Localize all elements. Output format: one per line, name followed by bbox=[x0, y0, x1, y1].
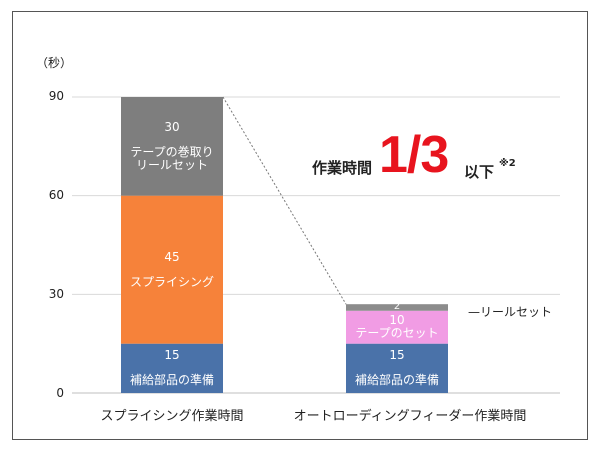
segment-value: 30 bbox=[164, 119, 180, 134]
y-tick-label-60: 60 bbox=[48, 188, 64, 202]
headline-note: ※2 bbox=[499, 158, 516, 169]
y-tick-label-0: 0 bbox=[56, 386, 64, 400]
callout-text: リールセット bbox=[480, 305, 553, 319]
segment-value: 15 bbox=[389, 348, 405, 363]
y-tick-label-30: 30 bbox=[48, 287, 64, 301]
bar-segment-1-2 bbox=[346, 304, 448, 311]
segment-name: スプライシング bbox=[129, 274, 214, 289]
headline-emphasis: 1/3 bbox=[379, 126, 449, 184]
segment-value: 45 bbox=[164, 249, 180, 264]
segment-name: リールセット bbox=[135, 157, 208, 172]
segment-label-1-2: 2 bbox=[346, 302, 448, 312]
segment-label-0-1: 45 スプライシング bbox=[121, 249, 223, 289]
callout-label-reel-set: —リールセット bbox=[468, 303, 552, 320]
bar-segment-0-1 bbox=[121, 195, 223, 344]
headline-prefix: 作業時間 bbox=[312, 159, 373, 177]
y-tick-label-90: 90 bbox=[48, 89, 64, 103]
chart-frame bbox=[12, 11, 588, 440]
segment-label-1-1: 10 テープのセット bbox=[346, 314, 448, 340]
segment-name: 補給部品の準備 bbox=[354, 373, 439, 388]
segment-label-0-0: 15 補給部品の準備 bbox=[121, 349, 223, 387]
bar-segment-0-0 bbox=[121, 343, 223, 393]
x-category-label-auto-loading: オートローディングフィーダー作業時間 bbox=[293, 409, 527, 424]
segment-name: テープの巻取り bbox=[130, 144, 214, 159]
segment-value: 2 bbox=[393, 301, 401, 313]
y-axis-unit-label: （秒） bbox=[36, 56, 73, 70]
bar-segment-1-0 bbox=[346, 343, 448, 393]
bar-segment-1-1 bbox=[346, 310, 448, 344]
callout-dash: — bbox=[468, 305, 480, 319]
reduction-connector-line bbox=[222, 96, 347, 305]
segment-value: 15 bbox=[164, 348, 180, 363]
segment-label-0-2: 30 テープの巻取り リールセット bbox=[121, 119, 223, 172]
x-category-label-splicing: スプライシング作業時間 bbox=[100, 409, 244, 424]
segment-label-1-0: 15 補給部品の準備 bbox=[346, 349, 448, 387]
segment-value: 10 bbox=[389, 313, 405, 328]
headline-suffix: 以下 bbox=[464, 163, 495, 181]
segment-name: 補給部品の準備 bbox=[129, 373, 214, 388]
segment-name: テープのセット bbox=[355, 326, 439, 341]
bar-segment-0-2 bbox=[121, 97, 223, 196]
